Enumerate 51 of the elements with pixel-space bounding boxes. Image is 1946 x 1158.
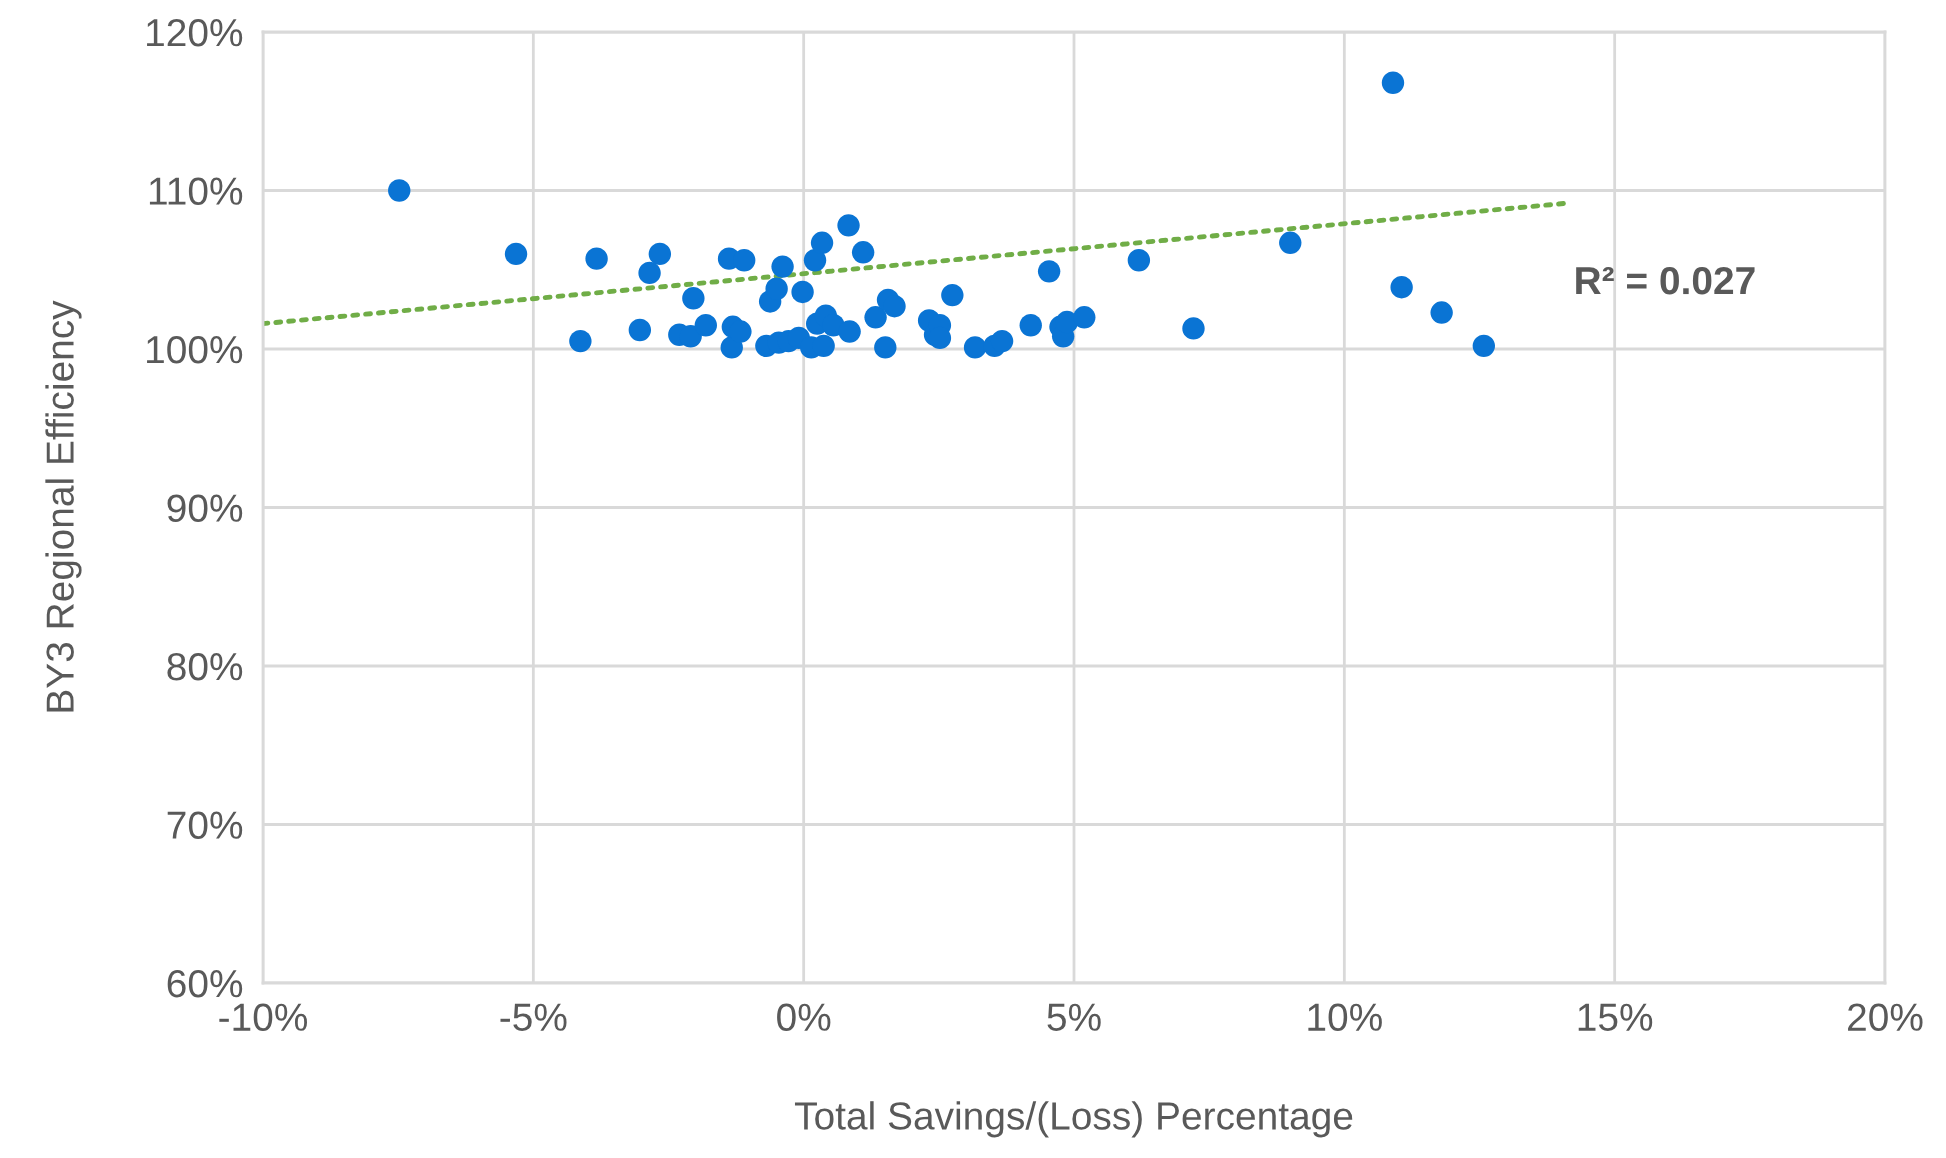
point: [837, 214, 860, 237]
point: [791, 280, 814, 304]
point: [1182, 317, 1205, 340]
point: [628, 318, 652, 342]
point: [803, 249, 827, 272]
x-axis-title: Total Savings/(Loss) Percentage: [794, 1101, 1353, 1138]
point: [585, 247, 608, 270]
point: [1127, 249, 1151, 272]
point: [733, 249, 756, 272]
y-tick-label: 90%: [167, 494, 243, 522]
x-tick-label: 20%: [1848, 1003, 1923, 1032]
point: [504, 242, 528, 266]
point: [682, 287, 705, 310]
point: [771, 255, 794, 278]
x-tick-label: 15%: [1578, 1003, 1653, 1032]
y-tick-label: 70%: [167, 811, 243, 839]
y-axis-title: BY3 Regional Efficiency: [45, 300, 82, 712]
x-tick-label: 5%: [1047, 1003, 1101, 1032]
point: [765, 277, 788, 300]
point: [1019, 314, 1042, 337]
point: [883, 295, 906, 318]
point: [810, 231, 834, 254]
annotation: R² = 0.027: [1576, 266, 1755, 295]
point: [851, 241, 875, 264]
x-tick-label: -5%: [500, 1003, 567, 1032]
point: [874, 336, 897, 359]
point: [963, 336, 987, 359]
point: [1472, 334, 1496, 358]
point: [569, 329, 592, 353]
point: [838, 320, 861, 343]
y-tick-label: 100%: [147, 335, 243, 364]
point: [388, 179, 411, 202]
x-tick-label: 10%: [1308, 1003, 1382, 1032]
point: [1037, 260, 1061, 283]
y-tick-label: 110%: [149, 177, 243, 205]
point: [990, 329, 1014, 353]
point: [638, 261, 661, 285]
x-tick-label: 0%: [777, 1003, 831, 1032]
point: [1430, 301, 1453, 324]
y-tick-label: 120%: [147, 18, 243, 47]
point: [648, 242, 672, 266]
point: [864, 306, 887, 329]
point: [694, 314, 717, 337]
point: [1279, 231, 1302, 254]
y-tick-label: 60%: [167, 969, 243, 998]
point: [1381, 71, 1405, 94]
x-tick-label: -10%: [219, 1003, 308, 1032]
point: [941, 283, 964, 307]
point: [1073, 306, 1096, 329]
y-tick-label: 80%: [167, 652, 243, 681]
point: [1390, 275, 1413, 299]
